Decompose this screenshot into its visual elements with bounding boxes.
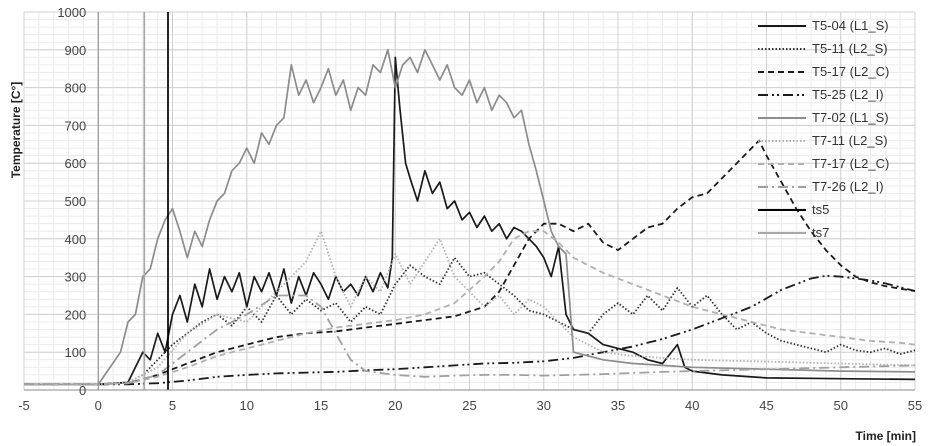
legend-label: T5-25 (L2_I) [812,87,884,102]
legend-label: T5-11 (L2_S) [812,41,888,56]
y-tick-label: 200 [65,307,87,322]
series-line-0 [24,56,916,386]
y-tick-label: 0 [79,383,86,398]
x-tick-label: 50 [834,398,848,413]
x-tick-label: 10 [240,398,254,413]
series-line-5 [24,230,916,386]
y-tick-label: 1000 [57,5,86,20]
axes [24,12,915,391]
y-tick-label: 600 [65,156,87,171]
x-tick-label: 35 [611,398,625,413]
legend-label: T7-17 (L2_C) [812,156,889,171]
x-tick-label: 0 [95,398,102,413]
x-tick-label: 55 [908,398,922,413]
series-line-4 [24,48,916,386]
x-tick-label: 5 [169,398,176,413]
legend-label: T7-02 (L1_S) [812,110,889,125]
series-line-2 [24,139,916,386]
y-tick-label: 100 [65,345,87,360]
legend-label: T5-04 (L1_S) [812,18,889,33]
x-tick-label: 30 [537,398,551,413]
legend: T5-04 (L1_S) T5-11 (L2_S) T5-17 (L2_C) T5-2… [758,18,889,240]
x-tick-label: 45 [759,398,773,413]
x-tick-label: 40 [685,398,699,413]
x-axis-title: Time [min] [856,429,916,443]
series-lines [24,12,916,390]
y-tick-label: 700 [65,118,87,133]
x-tick-label: 15 [314,398,328,413]
series-line-6 [24,230,916,386]
y-tick-label: 400 [65,232,87,247]
x-tick-label: -5 [18,398,30,413]
y-axis-title: Temperature [C°] [9,82,23,179]
legend-label: T7-26 (L2_I) [812,179,884,194]
series-line-1 [24,256,916,386]
x-tick-label: 25 [462,398,476,413]
legend-label: T7-11 (L2_S) [812,133,888,148]
legend-label: ts5 [812,202,829,217]
x-tick-label: 20 [388,398,402,413]
y-tick-labels: 0 100 200 300 400 500 600 700 800 900 1000 [57,5,86,398]
y-tick-label: 300 [65,270,87,285]
y-tick-label: 900 [65,43,87,58]
series-line-3 [24,274,916,386]
y-tick-label: 500 [65,194,87,209]
legend-label: T5-17 (L2_C) [812,64,889,79]
series-line-7 [24,294,916,386]
legend-label: ts7 [812,225,829,240]
y-tick-label: 800 [65,81,87,96]
x-tick-labels: -5 0 5 10 15 20 25 30 35 40 45 50 55 [18,398,922,413]
